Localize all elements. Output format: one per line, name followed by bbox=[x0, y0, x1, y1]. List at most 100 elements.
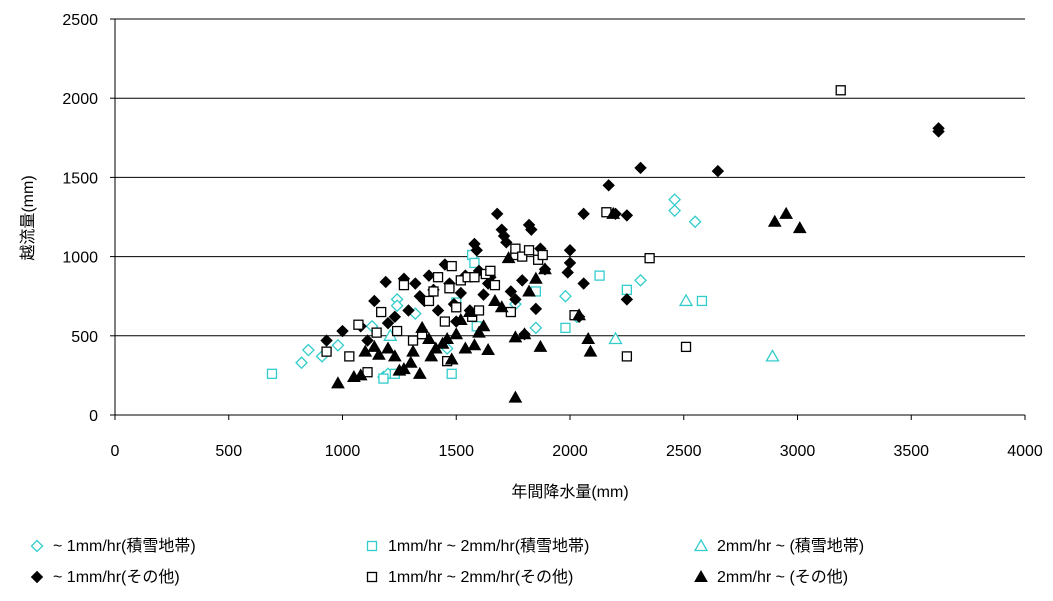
legend-marker bbox=[694, 569, 708, 582]
data-point bbox=[608, 331, 623, 345]
data-point bbox=[490, 207, 504, 221]
data-point bbox=[353, 368, 368, 381]
data-point bbox=[376, 306, 387, 318]
data-point bbox=[402, 304, 415, 317]
data-point bbox=[606, 206, 621, 219]
data-point bbox=[331, 338, 345, 352]
x-tick-label-2000: 2000 bbox=[552, 443, 588, 460]
data-point bbox=[508, 390, 523, 403]
data-point bbox=[344, 351, 355, 362]
legend-item-5: 1mm/hr ~ 2mm/hr(その他) bbox=[366, 568, 573, 586]
data-point bbox=[362, 367, 373, 378]
data-point bbox=[668, 204, 682, 218]
data-point bbox=[379, 275, 392, 289]
data-point bbox=[522, 284, 536, 297]
data-point bbox=[644, 253, 655, 264]
data-point bbox=[422, 269, 436, 282]
legend-label: 2mm/hr ~ (その他) bbox=[717, 568, 848, 586]
series-6 bbox=[331, 206, 807, 403]
data-point bbox=[765, 349, 780, 362]
x-axis-label: 年間降水量(mm) bbox=[511, 483, 628, 501]
y-tick-label-1500: 1500 bbox=[62, 170, 98, 187]
data-point bbox=[397, 362, 411, 375]
data-point bbox=[581, 331, 596, 344]
data-point bbox=[621, 351, 633, 362]
legend-item-6: 2mm/hr ~ (その他) bbox=[694, 568, 848, 586]
data-point bbox=[678, 293, 694, 307]
data-point bbox=[488, 293, 502, 306]
legend-marker bbox=[30, 539, 44, 553]
data-point bbox=[711, 164, 725, 178]
legend-label: 2mm/hr ~ (積雪地帯) bbox=[717, 537, 864, 555]
data-point bbox=[538, 262, 552, 275]
data-point bbox=[594, 270, 605, 281]
data-point bbox=[504, 285, 518, 298]
data-point bbox=[634, 161, 647, 175]
legend-marker bbox=[366, 571, 378, 583]
x-tick-label-3000: 3000 bbox=[780, 443, 816, 460]
data-point bbox=[477, 288, 490, 301]
data-point bbox=[453, 312, 468, 325]
data-point bbox=[529, 271, 543, 284]
data-point bbox=[516, 274, 529, 287]
data-point bbox=[439, 316, 451, 327]
data-point bbox=[446, 368, 457, 379]
data-point bbox=[390, 299, 404, 313]
data-point bbox=[485, 265, 496, 277]
data-point bbox=[336, 324, 349, 338]
data-point bbox=[500, 236, 513, 249]
series-5 bbox=[321, 85, 846, 378]
data-point bbox=[472, 325, 486, 338]
data-point bbox=[406, 344, 420, 357]
data-point bbox=[388, 310, 402, 323]
data-point bbox=[696, 295, 708, 307]
data-point bbox=[583, 344, 598, 357]
x-tick-label-1500: 1500 bbox=[438, 443, 474, 460]
data-point bbox=[533, 339, 548, 352]
data-point bbox=[391, 325, 403, 337]
data-point bbox=[469, 272, 480, 283]
data-point bbox=[367, 339, 382, 352]
data-point bbox=[295, 356, 308, 370]
y-tick-label-2500: 2500 bbox=[62, 12, 98, 29]
data-point bbox=[494, 300, 509, 313]
data-point bbox=[620, 293, 634, 306]
data-point bbox=[412, 366, 427, 379]
data-point bbox=[463, 305, 477, 318]
data-point bbox=[563, 256, 577, 270]
legend-label: ~ 1mm/hr(積雪地帯) bbox=[53, 537, 196, 555]
data-point bbox=[517, 251, 528, 262]
data-point bbox=[634, 273, 647, 287]
data-point bbox=[454, 286, 468, 300]
data-point bbox=[431, 304, 445, 317]
data-point bbox=[409, 277, 422, 290]
data-point bbox=[451, 302, 462, 313]
data-point bbox=[449, 327, 464, 340]
legend-label: ~ 1mm/hr(その他) bbox=[53, 568, 180, 586]
data-point bbox=[378, 373, 389, 384]
data-point bbox=[835, 85, 846, 96]
legend-marker bbox=[366, 540, 378, 552]
data-point bbox=[481, 343, 495, 356]
data-point bbox=[779, 206, 793, 219]
data-point bbox=[509, 293, 522, 306]
x-tick-label-0: 0 bbox=[111, 443, 120, 460]
x-tick-label-4000: 4000 bbox=[1007, 443, 1043, 460]
data-point bbox=[467, 338, 482, 351]
data-point bbox=[423, 295, 435, 307]
data-point bbox=[792, 221, 807, 234]
data-point bbox=[577, 207, 590, 221]
data-point bbox=[501, 251, 516, 264]
data-point bbox=[529, 302, 543, 316]
data-point bbox=[577, 277, 590, 290]
data-point bbox=[368, 294, 381, 308]
legend-label: 1mm/hr ~ 2mm/hr(その他) bbox=[388, 568, 573, 586]
data-point bbox=[767, 214, 782, 227]
y-tick-label-2000: 2000 bbox=[62, 91, 98, 108]
data-point bbox=[407, 335, 419, 346]
data-point bbox=[602, 179, 615, 192]
data-point bbox=[529, 321, 543, 335]
data-point bbox=[331, 376, 345, 389]
data-point bbox=[428, 286, 439, 297]
